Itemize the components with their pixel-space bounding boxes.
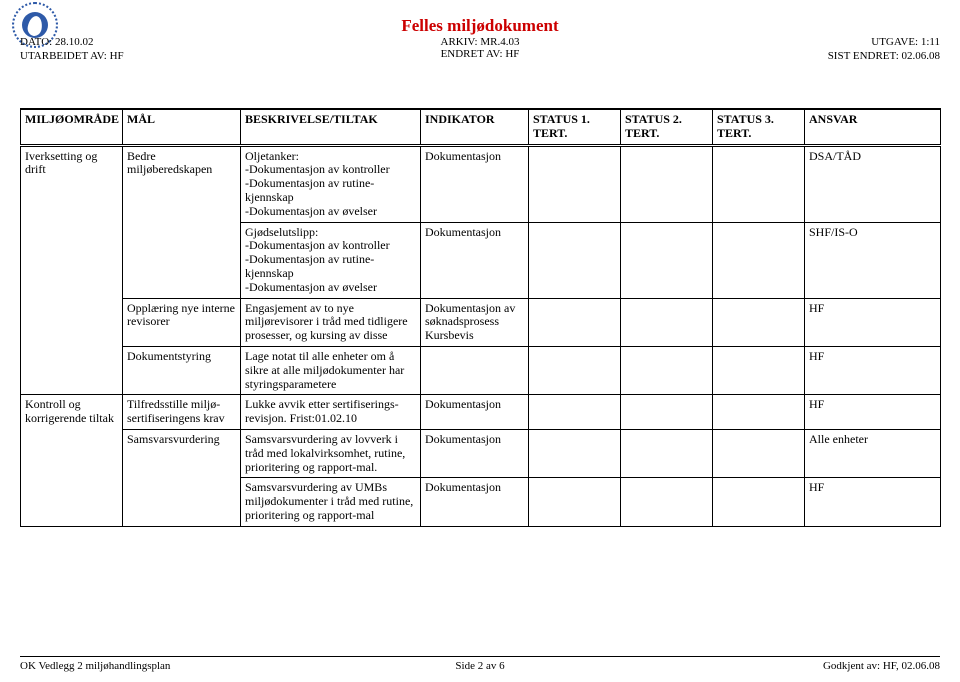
cell-mal: Bedre miljøberedskapen (123, 145, 241, 298)
title-block: Felles miljødokument ARKIV: MR.4.03 ENDR… (20, 16, 940, 60)
footer-left: OK Vedlegg 2 miljøhandlingsplan (20, 660, 170, 672)
meta-right: UTGAVE: 1:11 SIST ENDRET: 02.06.08 (828, 36, 940, 64)
cell-beskrivelse: Samsvarsvurdering av UMBs miljødokumente… (241, 478, 421, 526)
cell-status1 (529, 222, 621, 298)
col-ansvar: ANSVAR (805, 109, 941, 145)
cell-status2 (621, 298, 713, 346)
cell-beskrivelse: Lukke avvik etter sertifiserings-revisjo… (241, 395, 421, 430)
cell-beskrivelse: Gjødselutslipp: -Dokumentasjon av kontro… (241, 222, 421, 298)
cell-ansvar: SHF/IS-O (805, 222, 941, 298)
col-status2: STATUS 2. TERT. (621, 109, 713, 145)
cell-status2 (621, 478, 713, 526)
table-row: DokumentstyringLage notat til alle enhet… (21, 346, 941, 394)
table-head: MILJØOMRÅDE MÅL BESKRIVELSE/TILTAK INDIK… (21, 109, 941, 145)
cell-status2 (621, 429, 713, 477)
table-row: Opplæring nye interne revisorerEngasjeme… (21, 298, 941, 346)
table-body: Iverksetting og driftBedre miljøberedska… (21, 145, 941, 526)
cell-status3 (713, 298, 805, 346)
cell-status2 (621, 145, 713, 222)
arkiv-line: ARKIV: MR.4.03 (20, 36, 940, 48)
cell-ansvar: HF (805, 298, 941, 346)
table-row: SamsvarsvurderingSamsvarsvurdering av lo… (21, 429, 941, 477)
table-row: Iverksetting og driftBedre miljøberedska… (21, 145, 941, 222)
cell-ansvar: HF (805, 395, 941, 430)
col-miljoomrade: MILJØOMRÅDE (21, 109, 123, 145)
cell-status2 (621, 346, 713, 394)
cell-mal: Dokumentstyring (123, 346, 241, 394)
cell-status3 (713, 346, 805, 394)
utgave-line: UTGAVE: 1:11 (828, 36, 940, 50)
cell-indikator: Dokumentasjon (421, 478, 529, 526)
cell-indikator: Dokumentasjon av søknadsprosess Kursbevi… (421, 298, 529, 346)
endret-av-line: ENDRET AV: HF (20, 48, 940, 60)
cell-status3 (713, 145, 805, 222)
cell-status1 (529, 478, 621, 526)
cell-status3 (713, 429, 805, 477)
cell-status1 (529, 346, 621, 394)
cell-beskrivelse: Lage notat til alle enheter om å sikre a… (241, 346, 421, 394)
cell-indikator: Dokumentasjon (421, 429, 529, 477)
cell-ansvar: HF (805, 478, 941, 526)
cell-status1 (529, 395, 621, 430)
cell-status3 (713, 222, 805, 298)
col-beskrivelse: BESKRIVELSE/TILTAK (241, 109, 421, 145)
cell-status1 (529, 145, 621, 222)
cell-ansvar: Alle enheter (805, 429, 941, 477)
cell-indikator: Dokumentasjon (421, 222, 529, 298)
cell-status2 (621, 222, 713, 298)
cell-mal: Samsvarsvurdering (123, 429, 241, 526)
cell-status3 (713, 478, 805, 526)
cell-miljoomrade: Iverksetting og drift (21, 145, 123, 395)
col-status1: STATUS 1. TERT. (529, 109, 621, 145)
cell-status3 (713, 395, 805, 430)
document-table: MILJØOMRÅDE MÅL BESKRIVELSE/TILTAK INDIK… (20, 108, 941, 527)
cell-beskrivelse: Oljetanker: -Dokumentasjon av kontroller… (241, 145, 421, 222)
page-footer: OK Vedlegg 2 miljøhandlingsplan Side 2 a… (20, 656, 940, 672)
cell-ansvar: DSA/TÅD (805, 145, 941, 222)
sist-endret-line: SIST ENDRET: 02.06.08 (828, 50, 940, 64)
cell-beskrivelse: Samsvarsvurdering av lovverk i tråd med … (241, 429, 421, 477)
cell-beskrivelse: Engasjement av to nye miljørevisorer i t… (241, 298, 421, 346)
meta-left: DATO: 28.10.02 UTARBEIDET AV: HF (20, 36, 124, 64)
col-status3: STATUS 3. TERT. (713, 109, 805, 145)
utarbeidet-line: UTARBEIDET AV: HF (20, 50, 124, 64)
cell-miljoomrade: Kontroll og korrigerende tiltak (21, 395, 123, 526)
cell-status1 (529, 298, 621, 346)
cell-indikator: Dokumentasjon (421, 395, 529, 430)
col-indikator: INDIKATOR (421, 109, 529, 145)
cell-status2 (621, 395, 713, 430)
cell-mal: Tilfredsstille miljø-sertifiseringens kr… (123, 395, 241, 430)
table-row: Kontroll og korrigerende tiltakTilfredss… (21, 395, 941, 430)
cell-status1 (529, 429, 621, 477)
cell-indikator: Dokumentasjon (421, 145, 529, 222)
main-title: Felles miljødokument (20, 16, 940, 36)
col-mal: MÅL (123, 109, 241, 145)
dato-line: DATO: 28.10.02 (20, 36, 124, 50)
footer-right: Godkjent av: HF, 02.06.08 (823, 660, 940, 672)
cell-mal: Opplæring nye interne revisorer (123, 298, 241, 346)
cell-ansvar: HF (805, 346, 941, 394)
cell-indikator (421, 346, 529, 394)
